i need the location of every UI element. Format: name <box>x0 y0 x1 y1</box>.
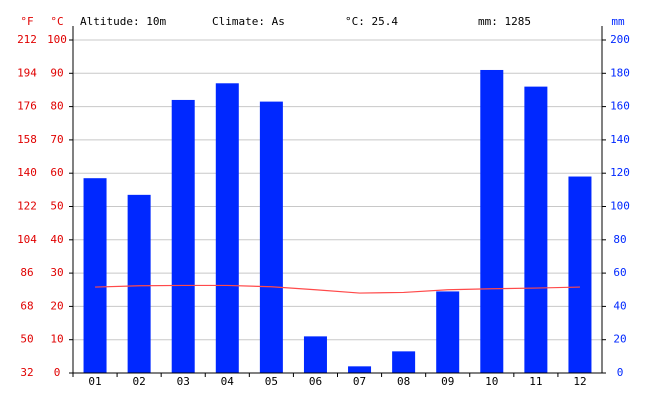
x-tick-label: 01 <box>88 375 101 388</box>
y2-tick-label: 60 <box>613 266 626 279</box>
y-tick-label: 50 <box>50 200 63 213</box>
x-tick-label: 06 <box>309 375 322 388</box>
y-tick-label: 60 <box>50 166 63 179</box>
bar <box>171 99 195 373</box>
y2-tick-label: 0 <box>617 366 624 379</box>
f-tick-label: 212 <box>17 33 37 46</box>
f-tick-label: 158 <box>17 133 37 146</box>
x-tick-label: 03 <box>177 375 190 388</box>
f-tick-label: 140 <box>17 166 37 179</box>
y-tick-label: 70 <box>50 133 63 146</box>
bar <box>436 291 460 373</box>
x-tick-label: 09 <box>441 375 454 388</box>
bar <box>568 176 592 373</box>
y2-tick-label: 120 <box>610 166 630 179</box>
y-tick-label: 20 <box>50 299 63 312</box>
y2-tick-label: 20 <box>613 333 626 346</box>
temperature-line <box>95 284 580 294</box>
y2-tick-label: 200 <box>610 33 630 46</box>
x-tick-label: 02 <box>133 375 146 388</box>
y-tick-label: 0 <box>54 366 61 379</box>
f-tick-label: 32 <box>20 366 33 379</box>
y-tick-label: 90 <box>50 66 63 79</box>
f-tick-label: 176 <box>17 100 37 113</box>
x-tick-label: 11 <box>529 375 542 388</box>
altitude: Altitude: 10m <box>80 15 166 28</box>
bar <box>259 101 283 373</box>
bar <box>392 351 416 373</box>
x-tick-label: 10 <box>485 375 498 388</box>
y2-tick-label: 140 <box>610 133 630 146</box>
y-tick-label: 30 <box>50 266 63 279</box>
c-unit: °C <box>50 15 63 28</box>
y-tick-label: 40 <box>50 233 63 246</box>
f-tick-label: 68 <box>20 299 33 312</box>
y-tick-label: 80 <box>50 100 63 113</box>
total-precip: mm: 1285 <box>478 15 531 28</box>
bar <box>215 83 239 373</box>
mean-temp: °C: 25.4 <box>345 15 398 28</box>
bar <box>480 69 504 373</box>
x-tick-label: 04 <box>221 375 235 388</box>
bar <box>303 336 327 373</box>
bar <box>524 86 548 374</box>
x-tick-label: 05 <box>265 375 278 388</box>
y2-tick-label: 160 <box>610 100 630 113</box>
x-tick-label: 12 <box>573 375 586 388</box>
bar <box>127 194 151 373</box>
mm-unit: mm <box>611 15 625 28</box>
x-tick-label: 07 <box>353 375 366 388</box>
y2-tick-label: 80 <box>613 233 626 246</box>
climate: Climate: As <box>212 15 285 28</box>
y-tick-label: 10 <box>50 333 63 346</box>
f-tick-label: 86 <box>20 266 33 279</box>
y2-tick-label: 180 <box>610 66 630 79</box>
y-tick-label: 100 <box>47 33 67 46</box>
f-tick-label: 104 <box>17 233 37 246</box>
f-unit: °F <box>20 15 33 28</box>
f-tick-label: 50 <box>20 333 33 346</box>
x-tick-label: 08 <box>397 375 410 388</box>
f-tick-label: 122 <box>17 200 37 213</box>
y2-tick-label: 40 <box>613 299 626 312</box>
bar <box>348 366 372 373</box>
bar <box>83 178 107 373</box>
f-tick-label: 194 <box>17 66 37 79</box>
y2-tick-label: 100 <box>610 200 630 213</box>
